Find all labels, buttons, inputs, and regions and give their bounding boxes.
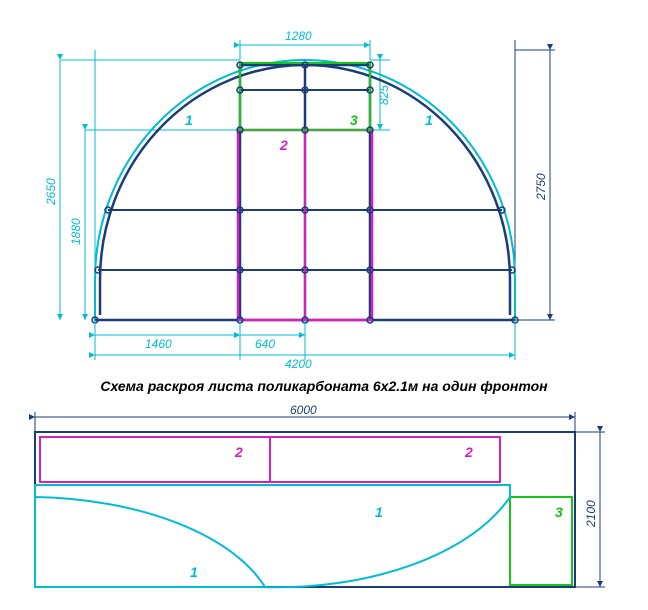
dim-sheet-length-val: 6000 [290, 403, 317, 417]
piece-1b-curve [35, 497, 265, 587]
cutting-layout-drawing: 6000 2100 2 2 3 1 1 [10, 402, 638, 602]
dim-side-width-val: 1460 [145, 337, 172, 351]
label-1a: 1 [375, 504, 383, 520]
piece-1a [35, 485, 510, 587]
dim-right-height-val: 2750 [534, 173, 548, 201]
dim-vent-height-val: 825 [377, 85, 391, 105]
dim-sheet-height-val: 2100 [584, 500, 598, 528]
label-piece-1-right: 1 [425, 112, 433, 128]
dim-total-height-val: 2650 [44, 178, 58, 206]
sheet-outline [35, 432, 575, 587]
dim-door-height-val: 1880 [69, 218, 83, 245]
diagram-caption: Схема раскроя листа поликарбоната 6x2.1м… [10, 378, 638, 394]
dim-door-width-val: 640 [255, 337, 275, 351]
label-3: 3 [555, 504, 563, 520]
label-piece-2: 2 [279, 137, 288, 153]
dim-top-width-val: 1280 [285, 29, 312, 43]
label-2b: 2 [464, 444, 473, 460]
front-elevation-drawing: 1280 825 2650 1880 2750 [10, 10, 638, 370]
label-piece-1-left: 1 [185, 112, 193, 128]
label-2a: 2 [234, 444, 243, 460]
label-piece-3: 3 [350, 112, 358, 128]
label-1b: 1 [190, 564, 198, 580]
dim-base-width-val: 4200 [285, 357, 312, 370]
